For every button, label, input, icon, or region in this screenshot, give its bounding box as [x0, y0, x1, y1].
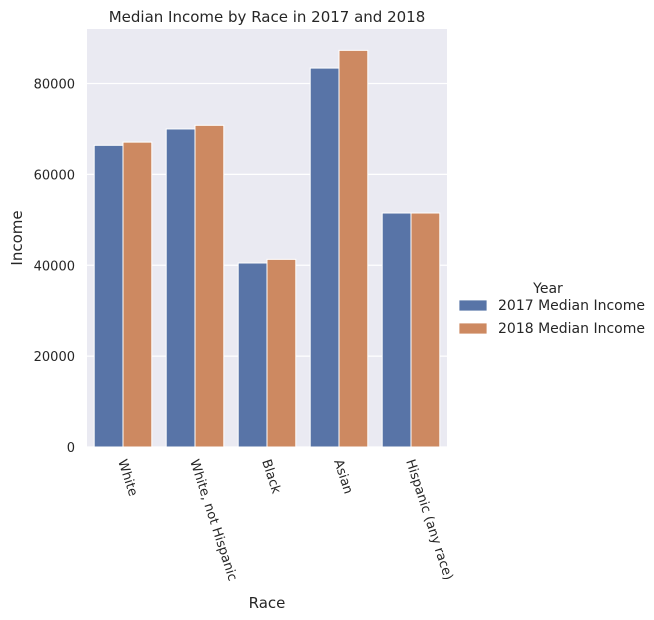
bar-1-3	[237, 262, 268, 448]
bars	[93, 49, 441, 448]
legend-swatch	[458, 299, 488, 312]
bar-1-2	[165, 128, 196, 448]
x-tick-label: Black	[258, 458, 283, 497]
bar-1-5	[381, 212, 412, 448]
x-tick-label: White	[114, 458, 140, 499]
bar-2-3	[266, 258, 297, 448]
legend-swatch	[458, 322, 488, 335]
bar-1-1	[93, 144, 124, 448]
legend: Year 2017 Median Income 2018 Median Incom…	[458, 281, 645, 337]
bar-2-2	[194, 124, 225, 448]
y-tick-label: 80000	[34, 78, 75, 93]
y-tick-label: 40000	[34, 259, 75, 274]
x-tick-label: White, not Hispanic	[186, 458, 239, 583]
x-axis-label: Race	[249, 594, 286, 612]
chart-title: Median Income by Race in 2017 and 2018	[109, 8, 426, 26]
legend-entry: 2017 Median Income	[498, 298, 645, 314]
bar-2-1	[122, 141, 153, 448]
bar-2-5	[410, 212, 441, 448]
y-tick-label: 0	[67, 441, 75, 456]
y-axis-label: Income	[8, 210, 26, 265]
x-tick-label: Asian	[330, 458, 355, 496]
y-tick-label: 60000	[34, 168, 75, 183]
bar-1-4	[309, 67, 340, 448]
y-tick-label: 20000	[34, 350, 75, 365]
x-axis-ticks: White White, not Hispanic Black Asian Hispan…	[114, 458, 455, 583]
bar-2-4	[338, 49, 369, 448]
y-axis-ticks: 0 20000 40000 60000 80000	[34, 78, 75, 456]
legend-title: Year	[532, 281, 563, 297]
x-tick-label: Hispanic (any race)	[402, 458, 455, 583]
legend-entry: 2018 Median Income	[498, 321, 645, 337]
